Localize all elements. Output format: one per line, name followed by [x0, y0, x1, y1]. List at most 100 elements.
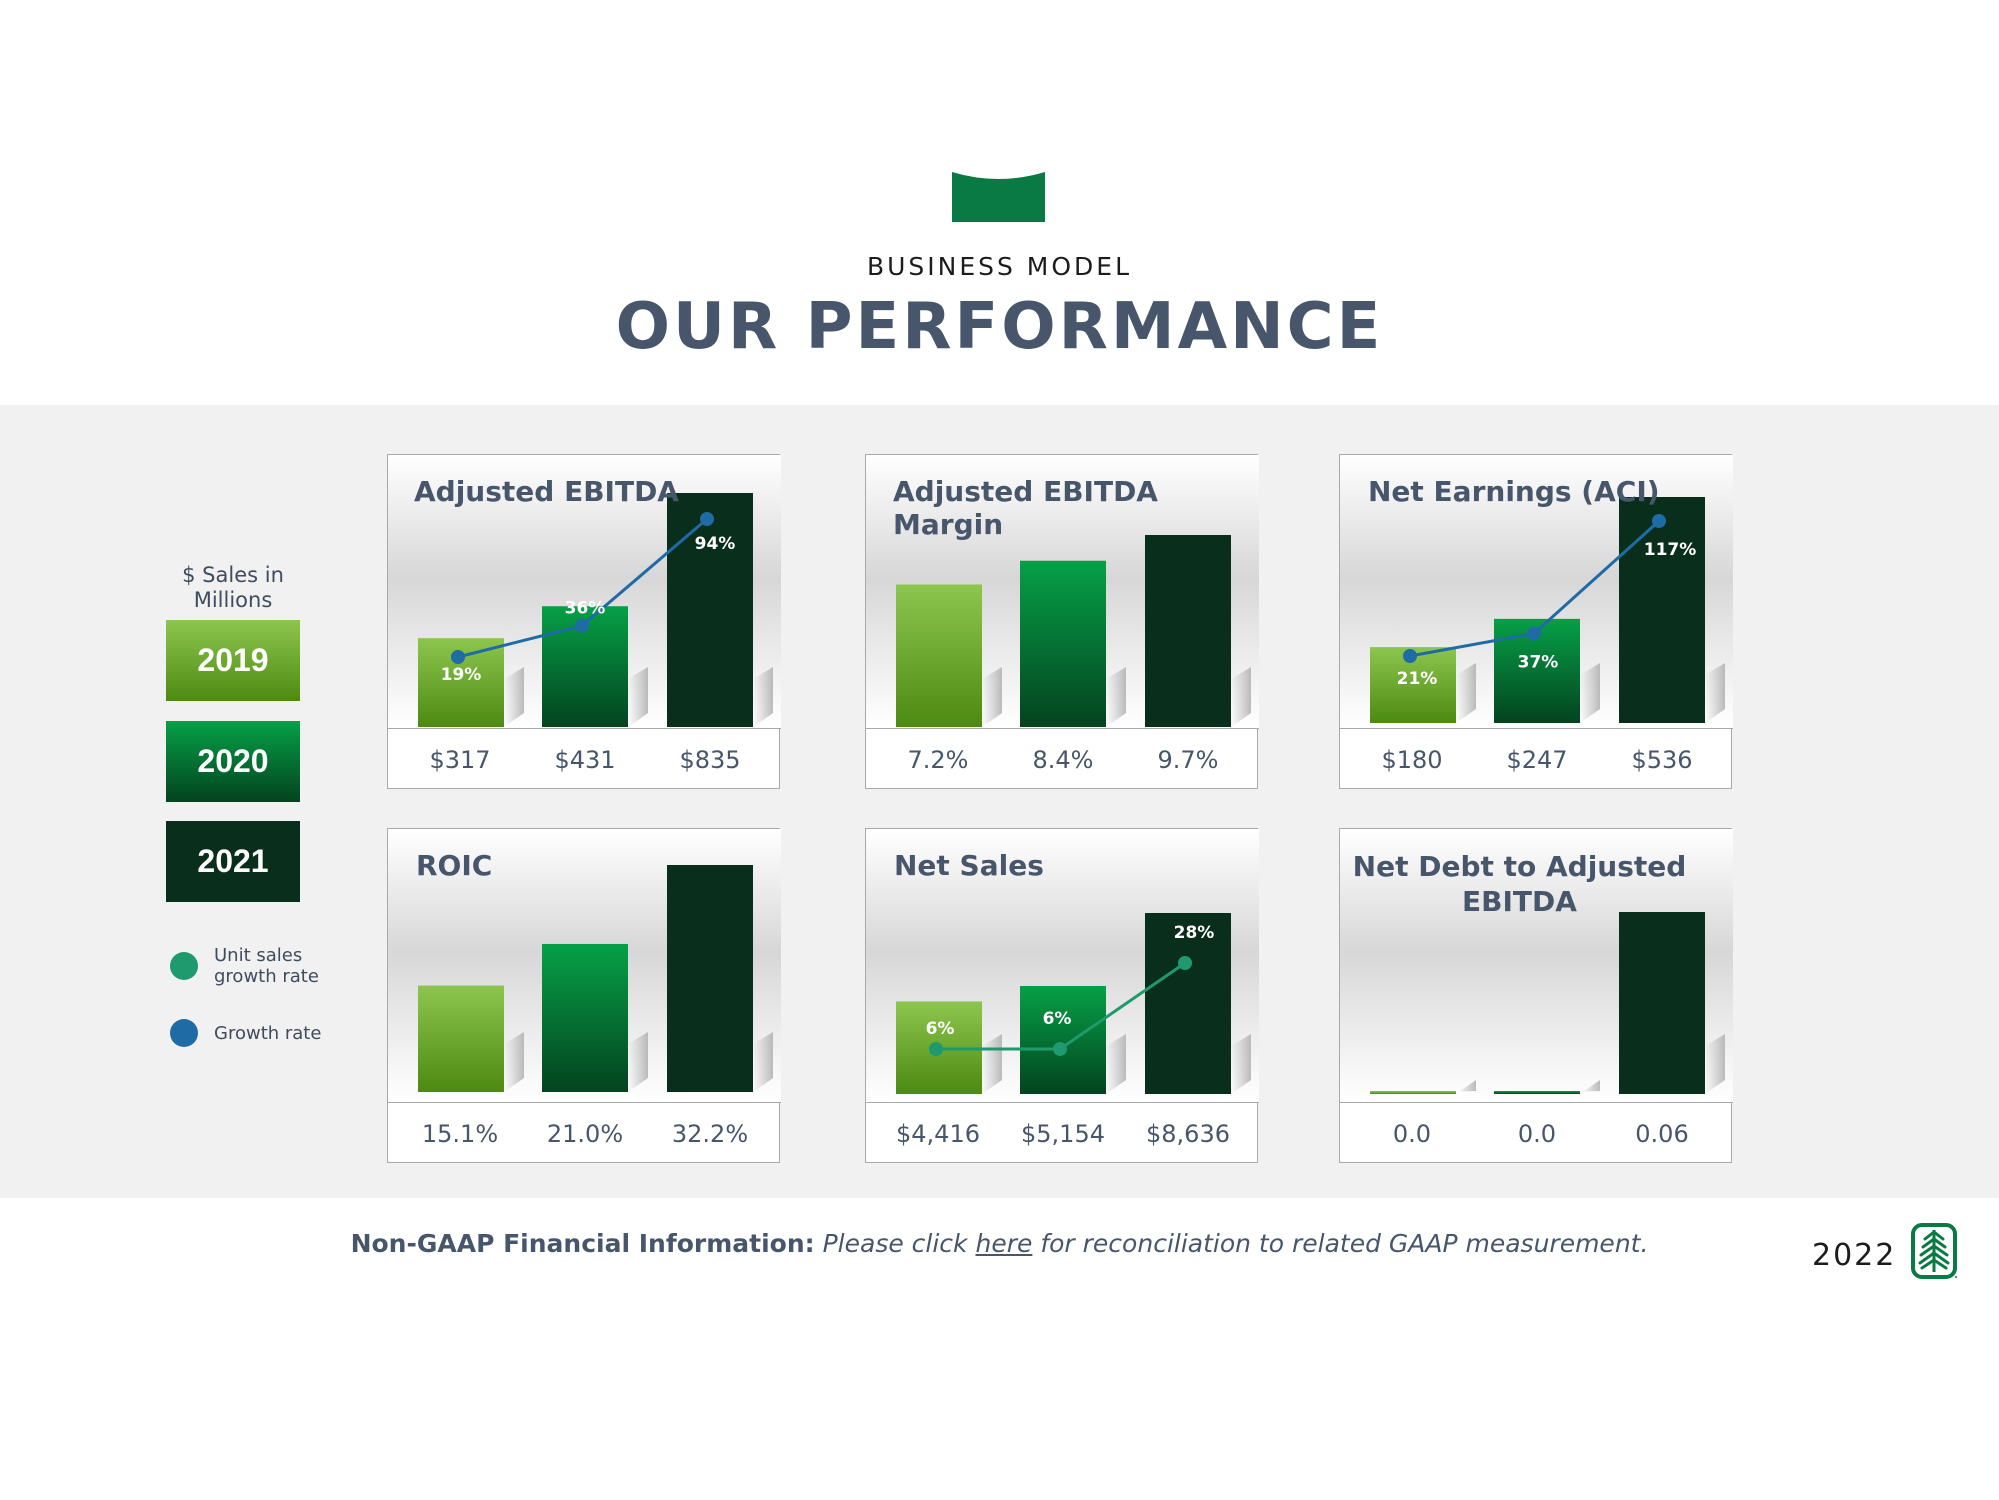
data-label-2020: 21.0%	[547, 1120, 623, 1148]
legend-growth-rate: Growth rate	[170, 1019, 321, 1047]
bar-2021	[1619, 912, 1705, 1094]
bar-2020	[1494, 1091, 1580, 1094]
banner-logo-icon	[952, 172, 1045, 222]
chart-panel-roic: 15.1% 21.0% 32.2% ROIC	[387, 828, 781, 1163]
data-label-2019: 7.2%	[908, 746, 969, 774]
reconciliation-link[interactable]: here	[975, 1229, 1033, 1258]
growth-label-2020: 6%	[1043, 1009, 1072, 1029]
bar-2019	[896, 584, 982, 727]
chart-net-earnings: $180 $247 $536 21% 37% 117%	[1340, 455, 1733, 774]
data-label-2019: 15.1%	[422, 1120, 498, 1148]
footer-year: 2022	[1812, 1238, 1897, 1273]
growth-point-2020	[1053, 1042, 1067, 1056]
chart-net-sales: $4,416 $5,154 $8,636 6% 6% 28%	[866, 829, 1259, 1148]
bar-shadow	[982, 667, 1002, 727]
bar-2020	[1020, 560, 1106, 727]
bar-shadow	[1106, 1034, 1126, 1094]
chart-title-net-sales: Net Sales	[894, 849, 1044, 882]
bar-shadow	[504, 1032, 524, 1092]
growth-label-2020: 37%	[1518, 653, 1559, 673]
chart-title-adjusted-ebitda-margin: Adjusted EBITDA Margin	[893, 475, 1158, 541]
data-label-2020: $247	[1506, 746, 1567, 774]
data-label-2019: $317	[429, 746, 490, 774]
growth-label-2021: 117%	[1644, 540, 1697, 560]
bar-shadow	[628, 667, 648, 727]
data-label-2021: 32.2%	[672, 1120, 748, 1148]
chart-title-net-earnings: Net Earnings (ACI)	[1368, 475, 1660, 508]
page-title: OUR PERFORMANCE	[615, 290, 1384, 364]
legend-year-2019: 2019	[166, 620, 300, 701]
growth-point-2020	[575, 618, 589, 633]
growth-label-2021: 94%	[695, 534, 736, 554]
bar-shadow	[1580, 1080, 1600, 1094]
growth-label-2019: 19%	[441, 665, 482, 685]
chart-panel-net-earnings: $180 $247 $536 21% 37% 117% Net Earnings (ACI…	[1339, 454, 1733, 789]
bar-shadow	[1231, 1034, 1251, 1094]
legend-caption: $ Sales in Millions	[182, 563, 284, 612]
data-label-2019: $180	[1381, 746, 1442, 774]
legend-unit-sales-growth: Unit sales growth rate	[170, 945, 334, 987]
legend-year-2021: 2021	[166, 821, 300, 902]
growth-point-2021	[1178, 956, 1192, 970]
non-gaap-note: Non-GAAP Financial Information: Please c…	[0, 1229, 1999, 1258]
growth-point-2019	[451, 650, 465, 664]
bar-shadow	[1456, 1080, 1476, 1094]
data-label-2021: 9.7%	[1158, 746, 1219, 774]
bar-2020	[1020, 985, 1106, 1094]
data-label-2020: $431	[554, 746, 615, 774]
non-gaap-note-lead: Non-GAAP Financial Information:	[350, 1229, 815, 1258]
bar-2019	[418, 985, 504, 1092]
bar-2021	[1145, 913, 1231, 1094]
growth-point-2021	[700, 512, 714, 526]
bar-2020	[542, 943, 628, 1092]
growth-label-2020: 36%	[565, 599, 606, 619]
chart-adjusted-ebitda-margin: 7.2% 8.4% 9.7%	[866, 455, 1259, 774]
data-label-2019: 0.0	[1393, 1120, 1431, 1148]
growth-label-2019: 21%	[1397, 669, 1438, 689]
bar-shadow	[753, 1032, 773, 1092]
non-gaap-note-after-link: for reconciliation to related GAAP measu…	[1040, 1229, 1649, 1258]
data-label-2019: $4,416	[896, 1120, 980, 1148]
chart-panel-adjusted-ebitda-margin: 7.2% 8.4% 9.7% Adjusted EBITDA Margin	[865, 454, 1259, 789]
bar-shadow	[1580, 663, 1600, 723]
unit-sales-growth-dot-icon	[170, 952, 198, 980]
bar-2021	[1145, 535, 1231, 727]
chart-title-net-debt-to-adjusted-ebitda: Net Debt to Adjusted EBITDA	[1352, 850, 1687, 918]
chart-adjusted-ebitda: $317 $431 $835 19% 36% 94%	[388, 455, 781, 774]
non-gaap-note-before-link: Please click	[822, 1229, 968, 1258]
legend-year-2020: 2020	[166, 721, 300, 802]
growth-point-2021	[1652, 514, 1666, 528]
bar-2021	[1619, 497, 1705, 723]
bar-shadow	[753, 667, 773, 727]
growth-point-2020	[1527, 626, 1541, 641]
bar-2021	[667, 865, 753, 1092]
evergreen-tree-logo-icon	[1911, 1223, 1957, 1279]
bar-shadow	[1456, 663, 1476, 723]
growth-label-2021: 28%	[1174, 923, 1215, 943]
section-eyebrow: BUSINESS MODEL	[866, 252, 1133, 281]
data-label-2021: $8,636	[1146, 1120, 1230, 1148]
chart-title-roic: ROIC	[416, 849, 493, 882]
bar-shadow	[1705, 1034, 1725, 1094]
legend-unit-sales-growth-label: Unit sales growth rate	[214, 945, 319, 987]
data-label-2020: 0.0	[1518, 1120, 1556, 1148]
data-label-2021: 0.06	[1635, 1120, 1688, 1148]
bar-shadow	[504, 667, 524, 727]
bar-shadow	[1106, 667, 1126, 727]
bar-shadow	[628, 1032, 648, 1092]
bar-shadow	[1231, 667, 1251, 727]
data-label-2020: 8.4%	[1033, 746, 1094, 774]
chart-panel-net-sales: $4,416 $5,154 $8,636 6% 6% 28% Net Sales	[865, 828, 1259, 1163]
chart-net-debt-to-adjusted-ebitda: 0.0 0.0 0.06	[1340, 829, 1733, 1148]
growth-point-2019	[929, 1042, 943, 1056]
chart-title-adjusted-ebitda: Adjusted EBITDA	[414, 475, 679, 508]
bar-2019	[1370, 1091, 1456, 1094]
growth-point-2019	[1403, 649, 1417, 663]
legend-growth-rate-label: Growth rate	[214, 1022, 322, 1044]
data-label-2020: $5,154	[1021, 1120, 1105, 1148]
chart-roic: 15.1% 21.0% 32.2%	[388, 829, 781, 1148]
chart-panel-adjusted-ebitda: $317 $431 $835 19% 36% 94% Adjusted EBITDA	[387, 454, 781, 789]
chart-panel-net-debt-to-adjusted-ebitda: 0.0 0.0 0.06 Net Debt to Adjusted EBITDA	[1339, 828, 1733, 1163]
bar-2021	[667, 493, 753, 727]
data-label-2021: $536	[1631, 746, 1692, 774]
